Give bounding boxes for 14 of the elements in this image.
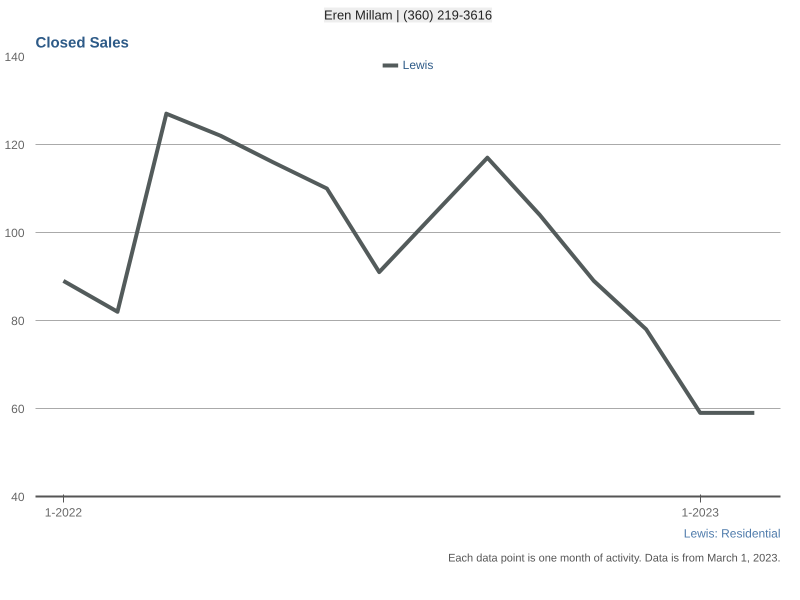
x-tick-label: 1-2023 [682, 506, 720, 520]
text: Lewis: Residential [684, 526, 781, 540]
y-tick-label: 140 [4, 50, 25, 64]
y-tick-label: 100 [4, 226, 25, 240]
text: Each data point is one month of activity. Data is from March 1, 2023. [448, 552, 780, 564]
x-tick-label: 1-2022 [44, 506, 82, 520]
line-series [61, 112, 756, 415]
y-tick-label: 80 [11, 314, 25, 328]
y-tick-label: 40 [11, 490, 25, 504]
chart-subtitle: Eren Millam | (360) 219-3616 [324, 8, 492, 22]
chart-title: Closed Sales [36, 34, 129, 52]
legend-label: Lewis [402, 58, 434, 72]
y-tick-label: 60 [11, 402, 25, 416]
y-tick-label: 120 [4, 138, 25, 152]
